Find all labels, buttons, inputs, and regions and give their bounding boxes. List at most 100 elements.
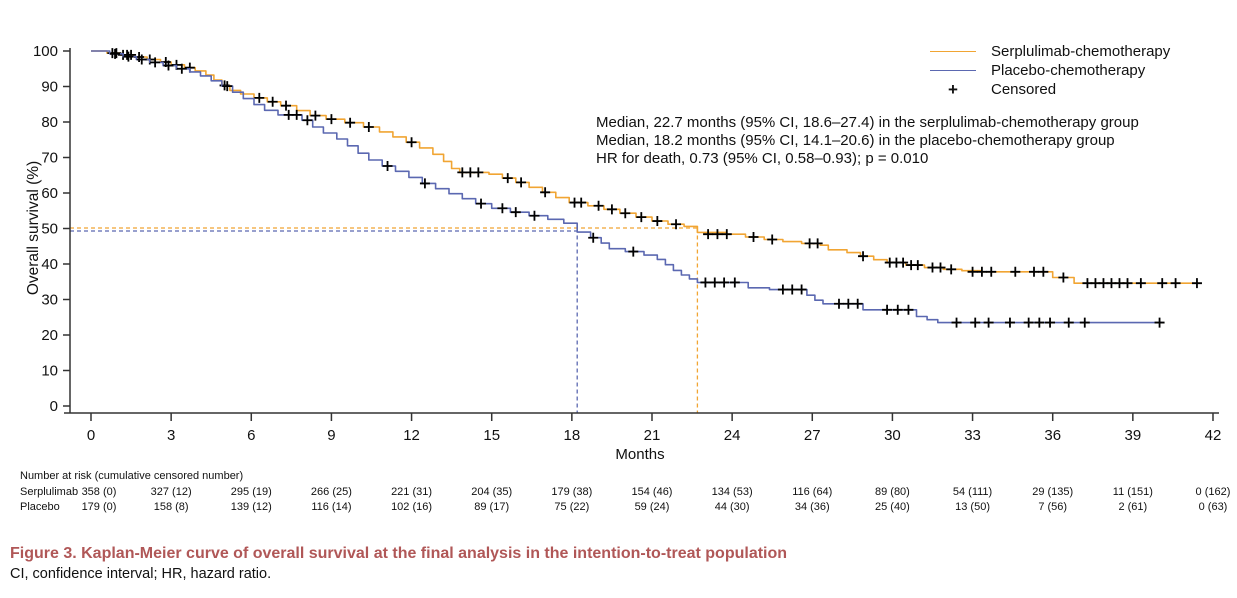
x-tick-label: 9 (327, 427, 335, 444)
censor-mark (898, 257, 909, 268)
censor-mark (935, 262, 946, 273)
censor-mark (986, 266, 997, 277)
risk-table-cell: 54 (111) (953, 486, 992, 498)
legend-label: Placebo-chemotherapy (991, 62, 1146, 79)
x-axis-label: Months (615, 446, 664, 463)
censor-mark (1029, 266, 1039, 277)
risk-table-cell: 7 (56) (1038, 501, 1067, 513)
censor-mark (636, 212, 647, 223)
censor-mark (967, 266, 978, 277)
censor-mark (176, 63, 187, 74)
censor-mark (1191, 278, 1202, 289)
censor-mark (787, 284, 798, 295)
censor-mark (406, 137, 417, 148)
x-tick-label: 12 (403, 427, 420, 444)
median-annotation: Median, 22.7 months (95% CI, 18.6–27.4) … (596, 114, 1139, 168)
censor-mark (382, 161, 393, 172)
x-tick-label: 21 (644, 427, 661, 444)
censor-mark (1122, 278, 1133, 289)
censor-mark (291, 109, 302, 120)
censor-mark (892, 304, 903, 315)
censor-mark (1154, 317, 1165, 328)
censor-mark (700, 277, 711, 288)
risk-table-cell: 179 (0) (82, 501, 117, 513)
censor-mark (1157, 278, 1168, 289)
censor-mark (620, 208, 631, 219)
risk-table-row-label: Serplulimab (20, 486, 78, 498)
censor-mark (502, 173, 513, 184)
legend-item-placebo: Placebo-chemotherapy (930, 61, 1170, 80)
y-tick-label: 60 (41, 185, 58, 202)
censor-mark (671, 219, 682, 230)
risk-table-cell: 29 (135) (1032, 486, 1073, 498)
risk-table-cell: 116 (14) (311, 501, 351, 513)
legend-label: Censored (991, 81, 1057, 98)
x-tick-label: 36 (1044, 427, 1061, 444)
censor-mark (588, 232, 599, 243)
censor-mark (976, 266, 987, 277)
censor-mark (951, 317, 962, 328)
censor-mark (1170, 278, 1181, 289)
censor-mark (163, 60, 174, 71)
censor-mark (576, 197, 587, 208)
x-tick-label: 0 (87, 427, 95, 444)
y-axis-label: Overall survival (%) (25, 161, 42, 295)
risk-table-row-label: Placebo (20, 501, 60, 513)
y-tick-label: 80 (41, 114, 58, 131)
censor-mark (882, 304, 893, 315)
censor-mark (970, 317, 981, 328)
figure-caption-note: CI, confidence interval; HR, hazard rati… (10, 566, 272, 582)
censor-mark (721, 229, 732, 240)
figure-caption: Figure 3. Kaplan-Meier curve of overall … (10, 543, 787, 585)
censor-mark (473, 167, 484, 178)
censor-mark (703, 229, 714, 240)
risk-table-cell: 221 (31) (391, 486, 432, 498)
censor-mark (748, 232, 759, 243)
x-tick-label: 3 (167, 427, 175, 444)
censor-mark (1004, 317, 1015, 328)
censor-mark (419, 178, 430, 189)
x-tick-label: 15 (483, 427, 500, 444)
legend-label: Serplulimab-chemotherapy (991, 43, 1171, 60)
x-tick-label: 24 (724, 427, 741, 444)
censor-mark (719, 277, 730, 288)
censor-mark (222, 81, 233, 92)
censor-mark (1034, 317, 1045, 328)
censor-mark (1063, 317, 1074, 328)
censor-mark (529, 210, 540, 221)
censor-mark (709, 277, 720, 288)
censored-plus-icon: + (948, 80, 958, 99)
risk-table-cell: 75 (22) (554, 501, 589, 513)
censor-mark (983, 317, 994, 328)
y-tick-label: 10 (41, 363, 58, 380)
annotation-line-placebo: Median, 18.2 months (95% CI, 14.1–20.6) … (596, 132, 1115, 149)
censor-mark (136, 54, 147, 65)
legend-item-serplulimab: Serplulimab-chemotherapy (930, 42, 1170, 61)
risk-table-cell: 59 (24) (635, 501, 670, 513)
y-tick-label: 90 (41, 79, 58, 96)
risk-table-cell: 89 (80) (875, 486, 910, 498)
censor-mark (712, 229, 723, 240)
serplulimab-line-swatch-icon (930, 51, 976, 52)
risk-table-cell: 358 (0) (82, 486, 117, 498)
risk-table-cell: 34 (36) (795, 501, 830, 513)
censor-mark (812, 238, 823, 249)
annotation-line-hr: HR for death, 0.73 (95% CI, 0.58–0.93); … (596, 150, 929, 167)
censor-mark (777, 284, 788, 295)
censor-mark (345, 117, 356, 128)
censor-mark (652, 216, 663, 227)
censor-mark (310, 110, 321, 121)
placebo-line-swatch-icon (930, 70, 976, 71)
risk-table-cell: 0 (162) (1196, 486, 1231, 498)
y-tick-label: 50 (41, 221, 58, 238)
censor-mark (1023, 317, 1034, 328)
risk-table-cell: 2 (61) (1118, 501, 1147, 513)
risk-table-cell: 134 (53) (712, 486, 753, 498)
risk-table-cell: 295 (19) (231, 486, 272, 498)
censor-mark (729, 277, 740, 288)
legend-item-censored: + Censored (930, 80, 1170, 99)
censor-mark (796, 284, 807, 295)
censor-mark (516, 177, 527, 188)
censor-mark (852, 298, 863, 309)
y-tick-label: 100 (33, 43, 58, 60)
